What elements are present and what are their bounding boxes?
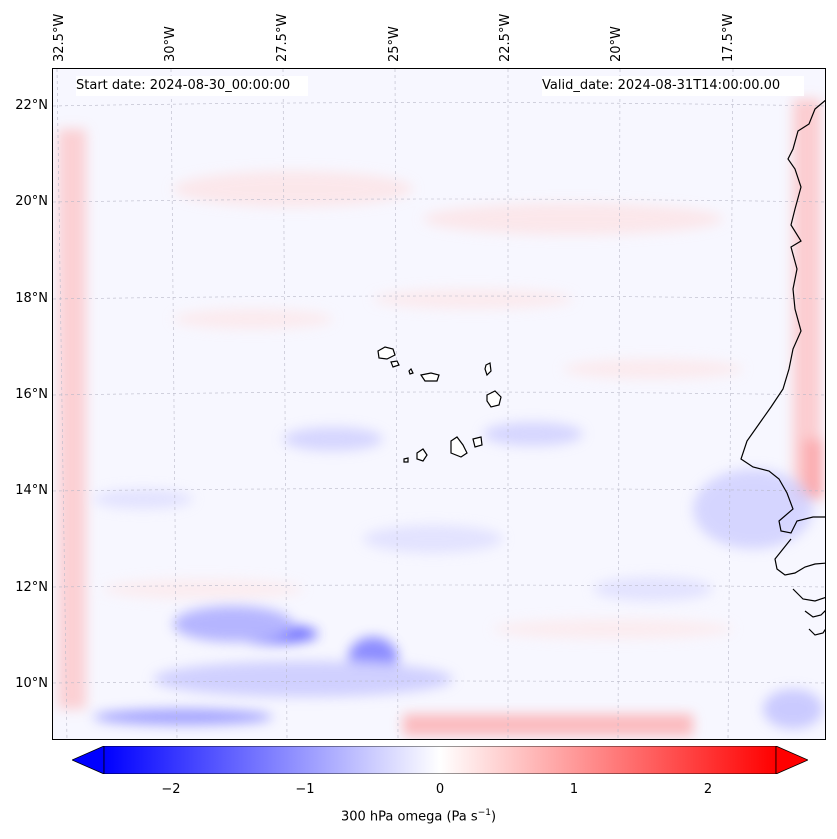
map-panel <box>52 68 826 740</box>
colorbar-max-extend <box>775 745 809 775</box>
lat-label: 16°N <box>15 387 48 402</box>
lat-label: 18°N <box>15 291 48 306</box>
lon-label: 22.5°W <box>498 13 513 62</box>
coastline <box>740 99 825 636</box>
colorbar <box>71 745 809 775</box>
lon-label: 27.5°W <box>275 13 290 62</box>
start-date-label: Start date: 2024-08-30_00:00:00 <box>76 76 308 96</box>
colorbar-units: Pa s <box>451 809 478 825</box>
islands <box>377 346 502 463</box>
colorbar-tick: 1 <box>569 782 579 797</box>
omega-field <box>53 69 825 739</box>
colorbar-min-extend <box>71 745 105 775</box>
lat-label: 14°N <box>15 483 48 498</box>
valid-date-label: Valid_date: 2024-08-31T14:00:00.00 <box>542 76 804 96</box>
lon-label: 32.5°W <box>52 13 67 62</box>
colorbar-tick: −2 <box>161 782 181 797</box>
colorbar-tick: −1 <box>295 782 315 797</box>
graticule <box>53 69 825 739</box>
colorbar-variable: 300 hPa omega <box>340 809 443 825</box>
colorbar-tick: 0 <box>435 782 445 797</box>
colorbar-label: 300 hPa omega (Pa s−1) <box>340 808 497 825</box>
colorbar-gradient <box>103 745 777 775</box>
lon-label: 17.5°W <box>721 13 736 62</box>
colorbar-units-exponent: −1 <box>477 808 491 818</box>
lat-label: 10°N <box>15 676 48 691</box>
lat-label: 12°N <box>15 580 48 595</box>
lon-label: 30°W <box>163 26 178 62</box>
lon-label: 25°W <box>387 26 402 62</box>
colorbar-tick: 2 <box>703 782 713 797</box>
negative-omega-areas <box>93 422 823 729</box>
lat-label: 22°N <box>15 98 48 113</box>
lon-label: 20°W <box>609 26 624 62</box>
lat-label: 20°N <box>15 194 48 209</box>
